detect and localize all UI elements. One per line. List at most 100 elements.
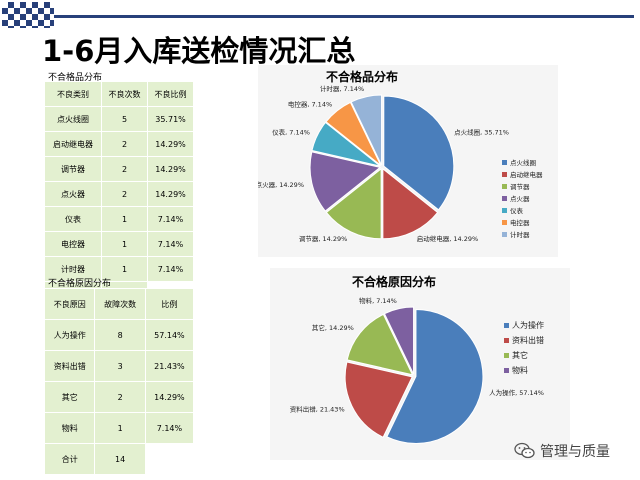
checker-decoration: [2, 2, 54, 28]
legend-entry: 点火器: [510, 195, 530, 203]
data-label: 资料出错, 21.43%: [290, 404, 345, 413]
data-label: 其它, 14.29%: [312, 323, 354, 332]
table-cell: 启动继电器: [43, 131, 103, 157]
watermark: 管理与质量: [514, 441, 610, 461]
table-cell: 1: [101, 231, 149, 257]
table-cell: 5: [101, 106, 149, 132]
table-cell: 14.29%: [144, 381, 195, 413]
legend-swatch: [504, 368, 509, 373]
cause-table: 不良原因 故障次数 比例 人为操作 8 57.14% 资料出错 3 21.43% 其它 2 14.29…: [43, 288, 195, 475]
legend-entry: 点火线圈: [510, 158, 536, 167]
table-cell: 21.43%: [144, 350, 195, 382]
title-bar: [54, 15, 634, 18]
legend-swatch: [504, 323, 509, 328]
chart-title: 不合格品分布: [326, 69, 398, 84]
legend-entry: 人为操作: [512, 320, 544, 330]
table-cell: 7.14%: [147, 231, 194, 257]
table-cell: 2: [101, 181, 149, 207]
table-cell: 调节器: [43, 156, 103, 182]
slide-title: 1-6月入库送检情况汇总: [42, 34, 356, 68]
table-row: 仪表 1 7.14%: [43, 206, 194, 232]
table-row: 计时器 1 7.14%: [43, 256, 194, 282]
column-header: 不良类别: [43, 81, 103, 107]
data-label: 电控器, 7.14%: [288, 99, 332, 108]
table-cell: 8: [94, 319, 146, 351]
pie-slice: [350, 94, 383, 166]
legend-swatch: [502, 220, 507, 225]
pie-slice: [311, 121, 381, 167]
table-cell: 电控器: [43, 231, 103, 257]
table-cell: 1: [94, 412, 146, 444]
table-cell: 物料: [43, 412, 96, 444]
table-row: 启动继电器 2 14.29%: [43, 131, 194, 157]
legend-entry: 电控器: [510, 218, 530, 227]
watermark-text: 管理与质量: [540, 444, 610, 460]
table-cell: 14.29%: [147, 181, 194, 207]
table-row: 其它 2 14.29%: [43, 381, 195, 413]
table-cell: 仪表: [43, 206, 103, 232]
table-cell: 2: [101, 156, 149, 182]
data-label: 启动继电器, 14.29%: [417, 234, 478, 243]
table-row: 点火器 2 14.29%: [43, 181, 194, 207]
legend-swatch: [504, 353, 509, 358]
column-header: 故障次数: [94, 288, 146, 320]
data-label: 调节器, 14.29%: [299, 234, 347, 243]
table-cell: 2: [94, 381, 146, 413]
table-cell: 14: [94, 443, 146, 475]
table-cell: 35.71%: [147, 106, 194, 132]
data-label: 点火线圈, 35.71%: [454, 127, 509, 136]
data-label: 点火器, 14.29%: [258, 181, 304, 189]
table-cell: 3: [94, 350, 146, 382]
table-row: 电控器 1 7.14%: [43, 231, 194, 257]
data-label: 物料, 7.14%: [359, 296, 397, 305]
table-cell: 人为操作: [43, 319, 96, 351]
table-cell: 57.14%: [144, 319, 195, 351]
defect-table: 不良类别 不良次数 不良比例 点火线圈 5 35.71% 启动继电器 2 14.29% 调节器 2 1…: [43, 81, 194, 307]
table-row: 资料出错 3 21.43%: [43, 350, 195, 382]
column-header: 不良次数: [101, 81, 149, 107]
legend-swatch: [502, 172, 507, 177]
pie-slice: [325, 101, 382, 166]
data-label: 仪表, 7.14%: [272, 127, 310, 136]
pie-slice: [383, 95, 455, 211]
pie-slice: [386, 308, 484, 444]
legend-entry: 物料: [512, 365, 528, 375]
column-header: 不良原因: [43, 288, 96, 320]
table1-label: 不合格品分布: [48, 73, 103, 83]
legend-entry: 仪表: [510, 206, 524, 215]
chart-title: 不合格原因分布: [352, 274, 436, 289]
pie-slice: [325, 167, 382, 240]
table-cell: 7.14%: [144, 412, 195, 444]
legend-swatch: [502, 160, 507, 165]
table-row: 人为操作 8 57.14%: [43, 319, 195, 351]
table-cell: 资料出错: [43, 350, 96, 382]
table-cell: 其它: [43, 381, 96, 413]
pie-slice: [346, 313, 414, 376]
legend-swatch: [502, 232, 507, 237]
chart1-panel: 不合格品分布点火线圈, 35.71% 启动继电器, 14.29% 调节器, 14.2…: [256, 65, 558, 257]
table-cell: 7.14%: [147, 256, 194, 282]
table-cell: 14.29%: [147, 156, 194, 182]
column-header: 不良比例: [147, 81, 194, 107]
legend-swatch: [502, 196, 507, 201]
legend-swatch: [502, 184, 507, 189]
legend-entry: 启动继电器: [510, 170, 543, 179]
data-label: 计时器, 7.14%: [320, 84, 364, 93]
table-header-row: 不良类别 不良次数 不良比例: [43, 81, 194, 107]
pie-slice: [382, 167, 439, 240]
table-cell: 点火器: [43, 181, 103, 207]
legend-entry: 资料出错: [512, 335, 544, 345]
legend-entry: 计时器: [510, 230, 530, 239]
table-cell: 点火线圈: [43, 106, 103, 132]
legend-entry: 其它: [512, 350, 528, 360]
pie-slice: [383, 306, 415, 375]
table-row: 点火线圈 5 35.71%: [43, 106, 194, 132]
table-cell: 合计: [43, 443, 96, 475]
table-cell: [144, 443, 195, 475]
table-cell: 2: [101, 131, 149, 157]
table-cell: 7.14%: [147, 206, 194, 232]
legend-swatch: [504, 338, 509, 343]
pie-slice: [309, 151, 382, 212]
